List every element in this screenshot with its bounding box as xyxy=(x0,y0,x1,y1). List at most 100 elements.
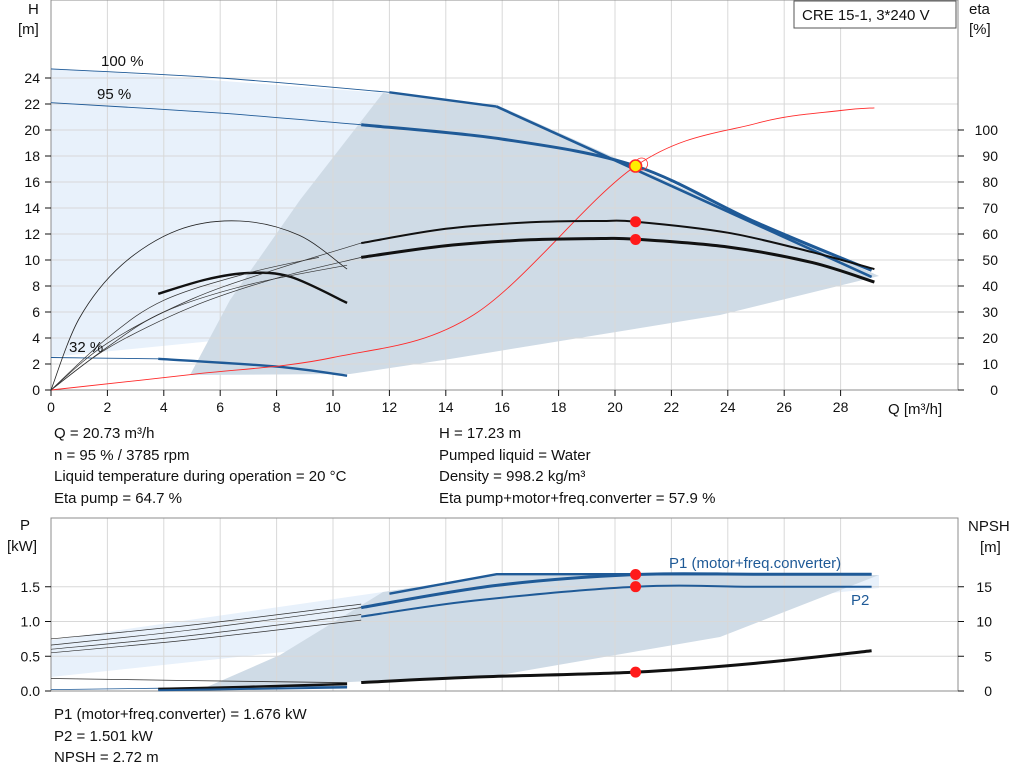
power-curve-thin xyxy=(50,619,362,654)
head-tick-labels: 0 2 4 6 8 10 12 14 16 18 20 22 24 26 28024681012141618… xyxy=(24,70,998,415)
eta-duty-point xyxy=(630,233,642,245)
curve-95-thin xyxy=(50,102,362,126)
flow-tick-label: 18 xyxy=(551,399,567,415)
info-flow: Q = 20.73 m³/h xyxy=(54,425,155,442)
info-density: Density = 998.2 kg/m³ xyxy=(439,468,586,485)
system-curve xyxy=(50,107,875,391)
eta-tick-label: 0 xyxy=(990,382,998,398)
power-curve-thin xyxy=(50,614,362,650)
curve-32 xyxy=(158,357,348,377)
speed-label-100: 100 % xyxy=(101,53,144,70)
info-npsh: NPSH = 2.72 m xyxy=(54,749,159,766)
title-text: CRE 15-1, 3*240 V xyxy=(802,7,930,24)
eta-pump-curve xyxy=(361,219,875,271)
npsh-duty-point xyxy=(630,666,642,678)
head-tick-label: 16 xyxy=(24,174,40,190)
power-range-grey xyxy=(200,575,879,690)
info-speed: n = 95 % / 3785 rpm xyxy=(54,446,190,464)
head-tick-label: 14 xyxy=(24,200,40,216)
flow-tick-label: 26 xyxy=(776,399,792,415)
power-curves xyxy=(50,569,872,692)
eta-tick-label: 100 xyxy=(975,122,999,138)
info-p1: P1 (motor+freq.converter) = 1.676 kW xyxy=(54,706,307,723)
npsh-tick-label: 15 xyxy=(976,579,992,595)
info-pumped-liquid: Pumped liquid = Water xyxy=(439,446,591,464)
power-tick-label: 0.0 xyxy=(21,683,41,699)
power-chart: P [kW] NPSH [m] P1 (motor+freq.converter… xyxy=(7,517,1010,699)
head-tick-label: 6 xyxy=(32,304,40,320)
head-axis-label-line1: H xyxy=(28,1,39,18)
flow-tick-label: 28 xyxy=(833,399,849,415)
power-curve-thin xyxy=(50,603,362,640)
head-tick-label: 18 xyxy=(24,148,40,164)
eta-curve-thin xyxy=(50,257,319,391)
info-eta-pump: Eta pump = 64.7 % xyxy=(54,489,182,507)
eta-duty-point xyxy=(630,216,642,228)
head-tick-label: 2 xyxy=(32,356,40,372)
npsh-tick-label: 0 xyxy=(984,683,992,699)
curve-32-thin xyxy=(50,357,159,360)
flow-tick-label: 20 xyxy=(607,399,623,415)
info-head: H = 17.23 m xyxy=(439,425,522,442)
flow-tick-label: 16 xyxy=(494,399,510,415)
power-tick-labels: 0.0 0.5 1.0 1.5 0 5 10 15 xyxy=(21,579,993,699)
flow-tick-label: 24 xyxy=(720,399,736,415)
power-low-curve xyxy=(158,682,348,691)
flow-tick-label: 12 xyxy=(382,399,398,415)
npsh-tick-label: 10 xyxy=(976,614,992,630)
power-tick-label: 1.0 xyxy=(21,614,41,630)
info-top-left: Q = 20.73 m³/h n = 95 % / 3785 rpm Liqui… xyxy=(54,423,346,509)
series-label-p1: P1 (motor+freq.converter) xyxy=(669,555,841,572)
head-tick-label: 8 xyxy=(32,278,40,294)
eta-axis-label-line1: eta xyxy=(969,1,991,18)
head-curves xyxy=(50,68,875,391)
head-tick-label: 12 xyxy=(24,226,40,242)
eta-tick-label: 70 xyxy=(982,200,998,216)
flow-tick-label: 10 xyxy=(325,399,341,415)
eta-tick-label: 10 xyxy=(982,356,998,372)
npsh-tick-label: 5 xyxy=(984,648,992,664)
info-eta-total: Eta pump+motor+freq.converter = 57.9 % xyxy=(439,489,716,507)
power-axis-label-line1: P xyxy=(20,517,30,534)
power-low-thin xyxy=(50,678,348,684)
head-tick-label: 10 xyxy=(24,252,40,268)
flow-tick-label: 4 xyxy=(160,399,168,415)
curve-100-max xyxy=(496,105,873,279)
power-tick-label: 1.5 xyxy=(21,579,41,595)
head-axis-label-line2: [m] xyxy=(18,21,39,38)
eta-tick-label: 20 xyxy=(982,330,998,346)
eta-tick-label: 30 xyxy=(982,304,998,320)
power-low-curve-blue xyxy=(158,686,348,692)
info-liquid-temp: Liquid temperature during operation = 20… xyxy=(54,468,347,485)
flow-tick-label: 0 xyxy=(47,399,55,415)
title-box xyxy=(793,0,957,29)
eta-axis-label-line2: [%] xyxy=(969,21,991,38)
eta-tick-label: 80 xyxy=(982,174,998,190)
npsh-axis-label-line1: NPSH xyxy=(968,518,1010,535)
head-tick-label: 20 xyxy=(24,122,40,138)
flow-tick-label: 2 xyxy=(104,399,112,415)
p2-duty-point xyxy=(630,581,642,593)
head-tick-label: 22 xyxy=(24,96,40,112)
eta-tick-label: 60 xyxy=(982,226,998,242)
flow-tick-label: 22 xyxy=(664,399,680,415)
flow-tick-label: 14 xyxy=(438,399,454,415)
eta-tick-label: 40 xyxy=(982,278,998,294)
flow-tick-label: 8 xyxy=(273,399,281,415)
duty-point-marker xyxy=(628,159,643,173)
eta-tick-label: 90 xyxy=(982,148,998,164)
speed-label-32: 32 % xyxy=(69,339,103,356)
flow-tick-label: 6 xyxy=(216,399,224,415)
eta-curve-low-thin xyxy=(50,220,348,391)
power-tick-label: 0.5 xyxy=(21,648,41,664)
flow-axis-label: Q [m³/h] xyxy=(888,401,942,418)
curve-100-mid xyxy=(389,91,497,108)
info-top-right: H = 17.23 m Pumped liquid = Water Densit… xyxy=(439,423,715,509)
power-axis-label-line2: [kW] xyxy=(7,538,37,555)
npsh-axis-label-line2: [m] xyxy=(980,539,1001,556)
eta-total-curve xyxy=(360,236,875,284)
head-tick-label: 0 xyxy=(32,382,40,398)
eta-tick-label: 50 xyxy=(982,252,998,268)
head-tick-label: 24 xyxy=(24,70,40,86)
info-bottom: P1 (motor+freq.converter) = 1.676 kW P2 … xyxy=(54,704,307,769)
